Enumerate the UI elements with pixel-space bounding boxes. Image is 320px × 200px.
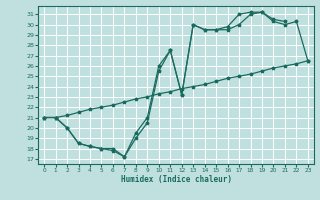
X-axis label: Humidex (Indice chaleur): Humidex (Indice chaleur) bbox=[121, 175, 231, 184]
